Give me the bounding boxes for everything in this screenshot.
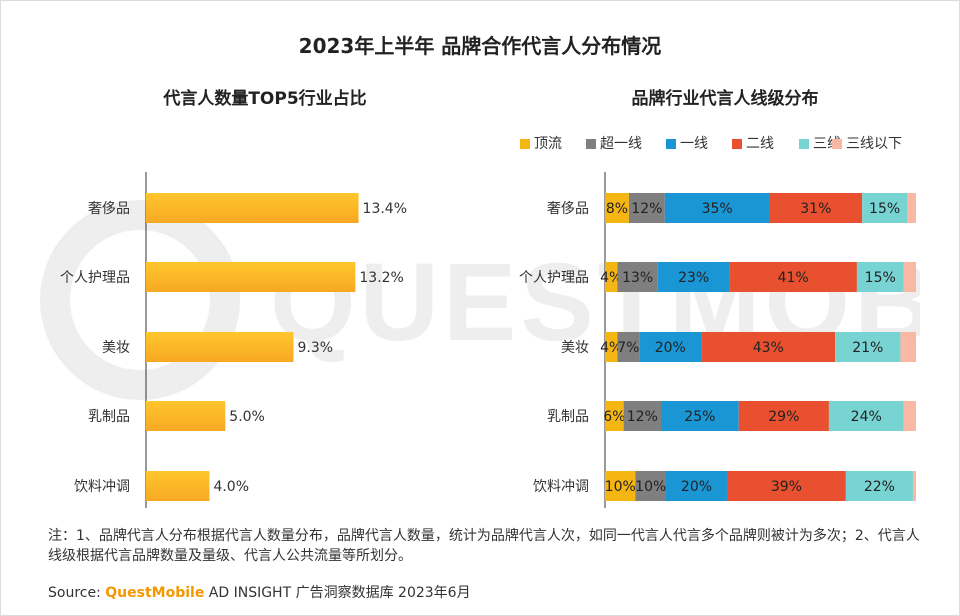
- right-category-label: 奢侈品: [547, 201, 589, 217]
- right-segment-2-5: [900, 332, 916, 362]
- right-segment-4-4: [845, 471, 913, 501]
- right-value-label: 31%: [800, 201, 831, 217]
- right-segment-3-3: [738, 401, 829, 431]
- right-segment-4-5: [912, 471, 916, 501]
- right-segment-2-0: [605, 332, 618, 362]
- left-category-label: 美妆: [102, 340, 130, 356]
- right-segment-1-0: [605, 262, 618, 292]
- legend-label: 一线: [680, 136, 708, 152]
- left-bar-4: [146, 471, 210, 501]
- left-value-label: 13.4%: [363, 201, 407, 217]
- right-segment-0-2: [664, 193, 770, 223]
- right-value-label: 12%: [627, 409, 658, 425]
- right-value-label: 21%: [852, 340, 883, 356]
- right-value-label: 13%: [622, 270, 653, 286]
- legend-swatch: [586, 139, 596, 149]
- right-value-label: 29%: [768, 409, 799, 425]
- right-category-label: 个人护理品: [519, 270, 589, 286]
- footnote: 注：1、品牌代言人分布根据代言人数量分布，品牌代言人数量，统计为品牌代言人次，如…: [48, 528, 920, 564]
- right-segment-1-2: [657, 262, 730, 292]
- right-segment-3-2: [660, 401, 739, 431]
- legend-label: 二线: [746, 136, 774, 152]
- right-value-label: 10%: [605, 479, 636, 495]
- right-value-label: 15%: [865, 270, 896, 286]
- right-value-label: 24%: [851, 409, 882, 425]
- right-segment-3-1: [623, 401, 661, 431]
- right-segment-0-1: [628, 193, 665, 223]
- right-segment-1-4: [856, 262, 904, 292]
- right-segment-4-0: [605, 471, 636, 501]
- right-value-label: 15%: [869, 201, 900, 217]
- legend-swatch: [520, 139, 530, 149]
- right-value-label: 23%: [678, 270, 709, 286]
- source-brand: QuestMobile: [105, 585, 205, 601]
- left-bar-3: [146, 401, 226, 431]
- right-segment-3-0: [605, 401, 624, 431]
- right-segment-0-5: [907, 193, 916, 223]
- right-segment-2-2: [639, 332, 702, 362]
- right-value-label: 43%: [753, 340, 784, 356]
- right-value-label: 22%: [864, 479, 895, 495]
- right-segment-0-4: [862, 193, 908, 223]
- right-segment-2-3: [701, 332, 836, 362]
- right-segment-1-1: [617, 262, 658, 292]
- right-segment-0-0: [605, 193, 629, 223]
- right-value-label: 25%: [684, 409, 715, 425]
- right-value-label: 20%: [681, 479, 712, 495]
- legend-swatch: [732, 139, 742, 149]
- right-category-label: 饮料冲调: [533, 479, 589, 495]
- right-value-label: 4%: [600, 270, 622, 286]
- right-value-label: 4%: [600, 340, 622, 356]
- right-value-label: 35%: [702, 201, 733, 217]
- right-segment-0-3: [769, 193, 863, 223]
- legend-label: 顶流: [534, 136, 562, 152]
- right-segment-2-1: [617, 332, 640, 362]
- left-value-label: 4.0%: [213, 479, 249, 495]
- right-value-label: 10%: [635, 479, 666, 495]
- source-prefix: Source:: [48, 585, 101, 601]
- right-chart-title: 品牌行业代言人线级分布: [631, 89, 819, 109]
- legend-label: 超一线: [600, 136, 642, 152]
- right-segment-3-5: [903, 401, 916, 431]
- legend: 顶流 超一线 一线 二线 三线 三线以下: [520, 134, 920, 154]
- left-bar-0: [146, 193, 359, 223]
- right-value-label: 12%: [631, 201, 662, 217]
- legend-label: 三线以下: [846, 136, 902, 152]
- right-value-label: 41%: [778, 270, 809, 286]
- legend-swatch: [832, 139, 842, 149]
- right-category-label: 乳制品: [547, 409, 589, 425]
- right-value-label: 20%: [655, 340, 686, 356]
- source-suffix: AD INSIGHT 广告洞察数据库 2023年6月: [208, 585, 471, 601]
- right-value-label: 39%: [771, 479, 802, 495]
- right-segment-1-5: [903, 262, 916, 292]
- legend-swatch: [666, 139, 676, 149]
- left-category-label: 饮料冲调: [74, 479, 130, 495]
- right-value-label: 7%: [617, 340, 639, 356]
- right-segment-4-2: [665, 471, 727, 501]
- left-category-label: 奢侈品: [88, 201, 130, 217]
- left-category-label: 个人护理品: [60, 270, 130, 286]
- left-bar-1: [146, 262, 356, 292]
- right-category-label: 美妆: [561, 340, 589, 356]
- right-value-label: 8%: [606, 201, 628, 217]
- left-value-label: 9.3%: [298, 340, 334, 356]
- source-line: Source: QuestMobile AD INSIGHT 广告洞察数据库 2…: [48, 582, 471, 602]
- right-segment-4-3: [726, 471, 846, 501]
- left-category-label: 乳制品: [88, 409, 130, 425]
- right-segment-1-3: [729, 262, 857, 292]
- right-segment-2-4: [835, 332, 901, 362]
- page-title: 2023年上半年 品牌合作代言人分布情况: [298, 34, 662, 58]
- left-bar-2: [146, 332, 294, 362]
- right-value-label: 6%: [603, 409, 625, 425]
- right-segment-3-4: [828, 401, 904, 431]
- legend-swatch: [799, 139, 809, 149]
- right-segment-4-1: [635, 471, 666, 501]
- left-value-label: 5.0%: [229, 409, 265, 425]
- left-chart-title: 代言人数量TOP5行业占比: [163, 89, 367, 109]
- left-value-label: 13.2%: [359, 270, 403, 286]
